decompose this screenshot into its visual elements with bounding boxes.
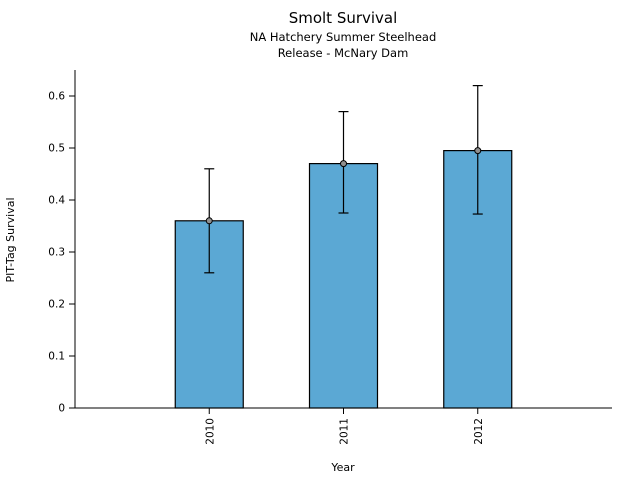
chart-subtitle-line2: Release - McNary Dam — [278, 46, 409, 60]
x-tick-label: 2011 — [339, 418, 351, 445]
y-tick-label: 0.1 — [48, 351, 65, 363]
x-axis-label: Year — [330, 461, 355, 474]
y-tick-label: 0.3 — [48, 247, 65, 259]
y-tick-label: 0.4 — [48, 195, 65, 207]
y-axis-label: PIT-Tag Survival — [4, 197, 17, 282]
y-tick-label: 0.6 — [48, 91, 65, 103]
bar-marker — [340, 160, 347, 168]
bar-marker — [205, 217, 213, 225]
bar-marker — [474, 147, 482, 155]
x-tick-label: 2010 — [204, 418, 216, 445]
chart-subtitle-line1: NA Hatchery Summer Steelhead — [250, 30, 437, 44]
plot-area: 0 0.1 0.2 0.3 0.4 0.5 0.6 2010 2011 2012 — [48, 70, 612, 445]
y-tick-label: 0.2 — [48, 299, 65, 311]
y-tick-label: 0 — [58, 403, 65, 415]
chart-title: Smolt Survival — [289, 9, 398, 27]
y-tick-label: 0.5 — [48, 143, 65, 155]
x-tick-label: 2012 — [473, 418, 485, 445]
